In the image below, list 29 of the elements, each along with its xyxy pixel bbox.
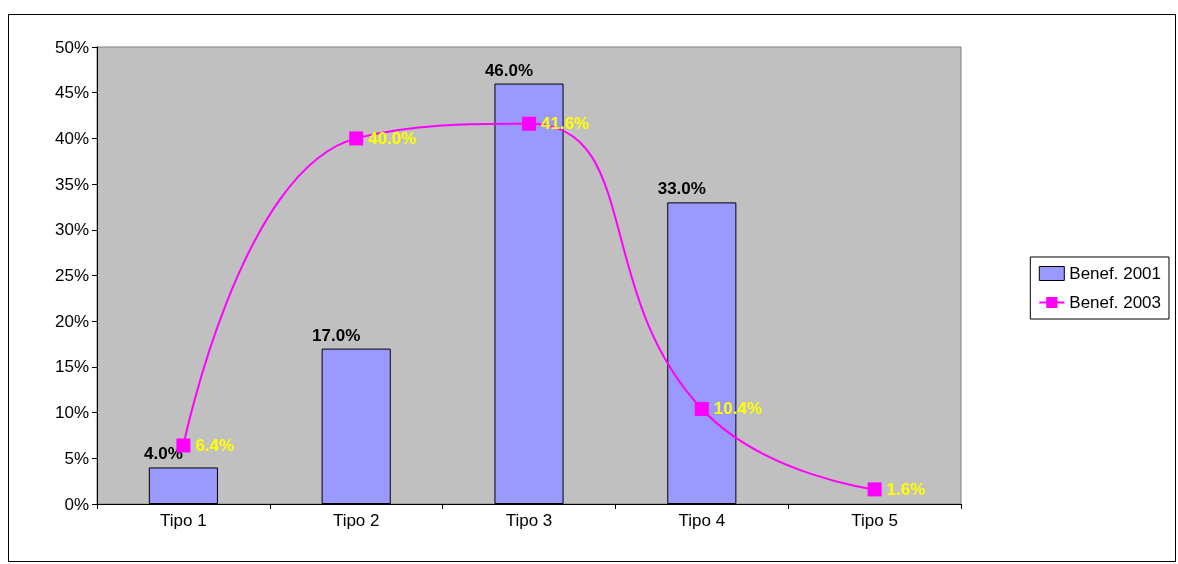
- y-tick-label: 0%: [64, 494, 89, 514]
- y-tick-label: 35%: [54, 174, 89, 194]
- legend-label: Benef. 2001: [1069, 264, 1162, 283]
- data-label: 46.0%: [484, 60, 534, 80]
- data-label: 1.6%: [886, 479, 926, 499]
- data-label: 4.0%: [144, 444, 183, 464]
- x-tick-label: Tipo 4: [678, 511, 726, 530]
- y-tick-label: 20%: [54, 311, 89, 331]
- point: [694, 401, 709, 416]
- y-tick-label: 25%: [54, 266, 89, 285]
- y-tick-label: 10%: [54, 403, 89, 423]
- x-tick-label: Tipo 3: [505, 511, 553, 530]
- legend-label: Benef. 2003: [1069, 293, 1162, 312]
- y-tick-label: 45%: [54, 83, 89, 103]
- x-tick-label: Tipo 5: [851, 511, 898, 530]
- y-tick-label: 15%: [54, 357, 89, 377]
- y-tick-label: 30%: [54, 220, 89, 240]
- point: [349, 131, 364, 146]
- y-tick-label: 50%: [54, 37, 89, 57]
- data-label: 33.0%: [657, 179, 706, 199]
- point: [867, 482, 882, 497]
- point: [522, 116, 536, 131]
- data-label: 17.0%: [312, 325, 361, 345]
- data-label: 40.0%: [368, 128, 417, 148]
- x-tick-label: Tipo 1: [160, 511, 207, 530]
- y-tick-label: 40%: [54, 128, 89, 148]
- y-tick-label: 5%: [64, 448, 89, 468]
- data-label: 6.4%: [195, 436, 235, 455]
- x-tick-label: Tipo 2: [332, 511, 380, 530]
